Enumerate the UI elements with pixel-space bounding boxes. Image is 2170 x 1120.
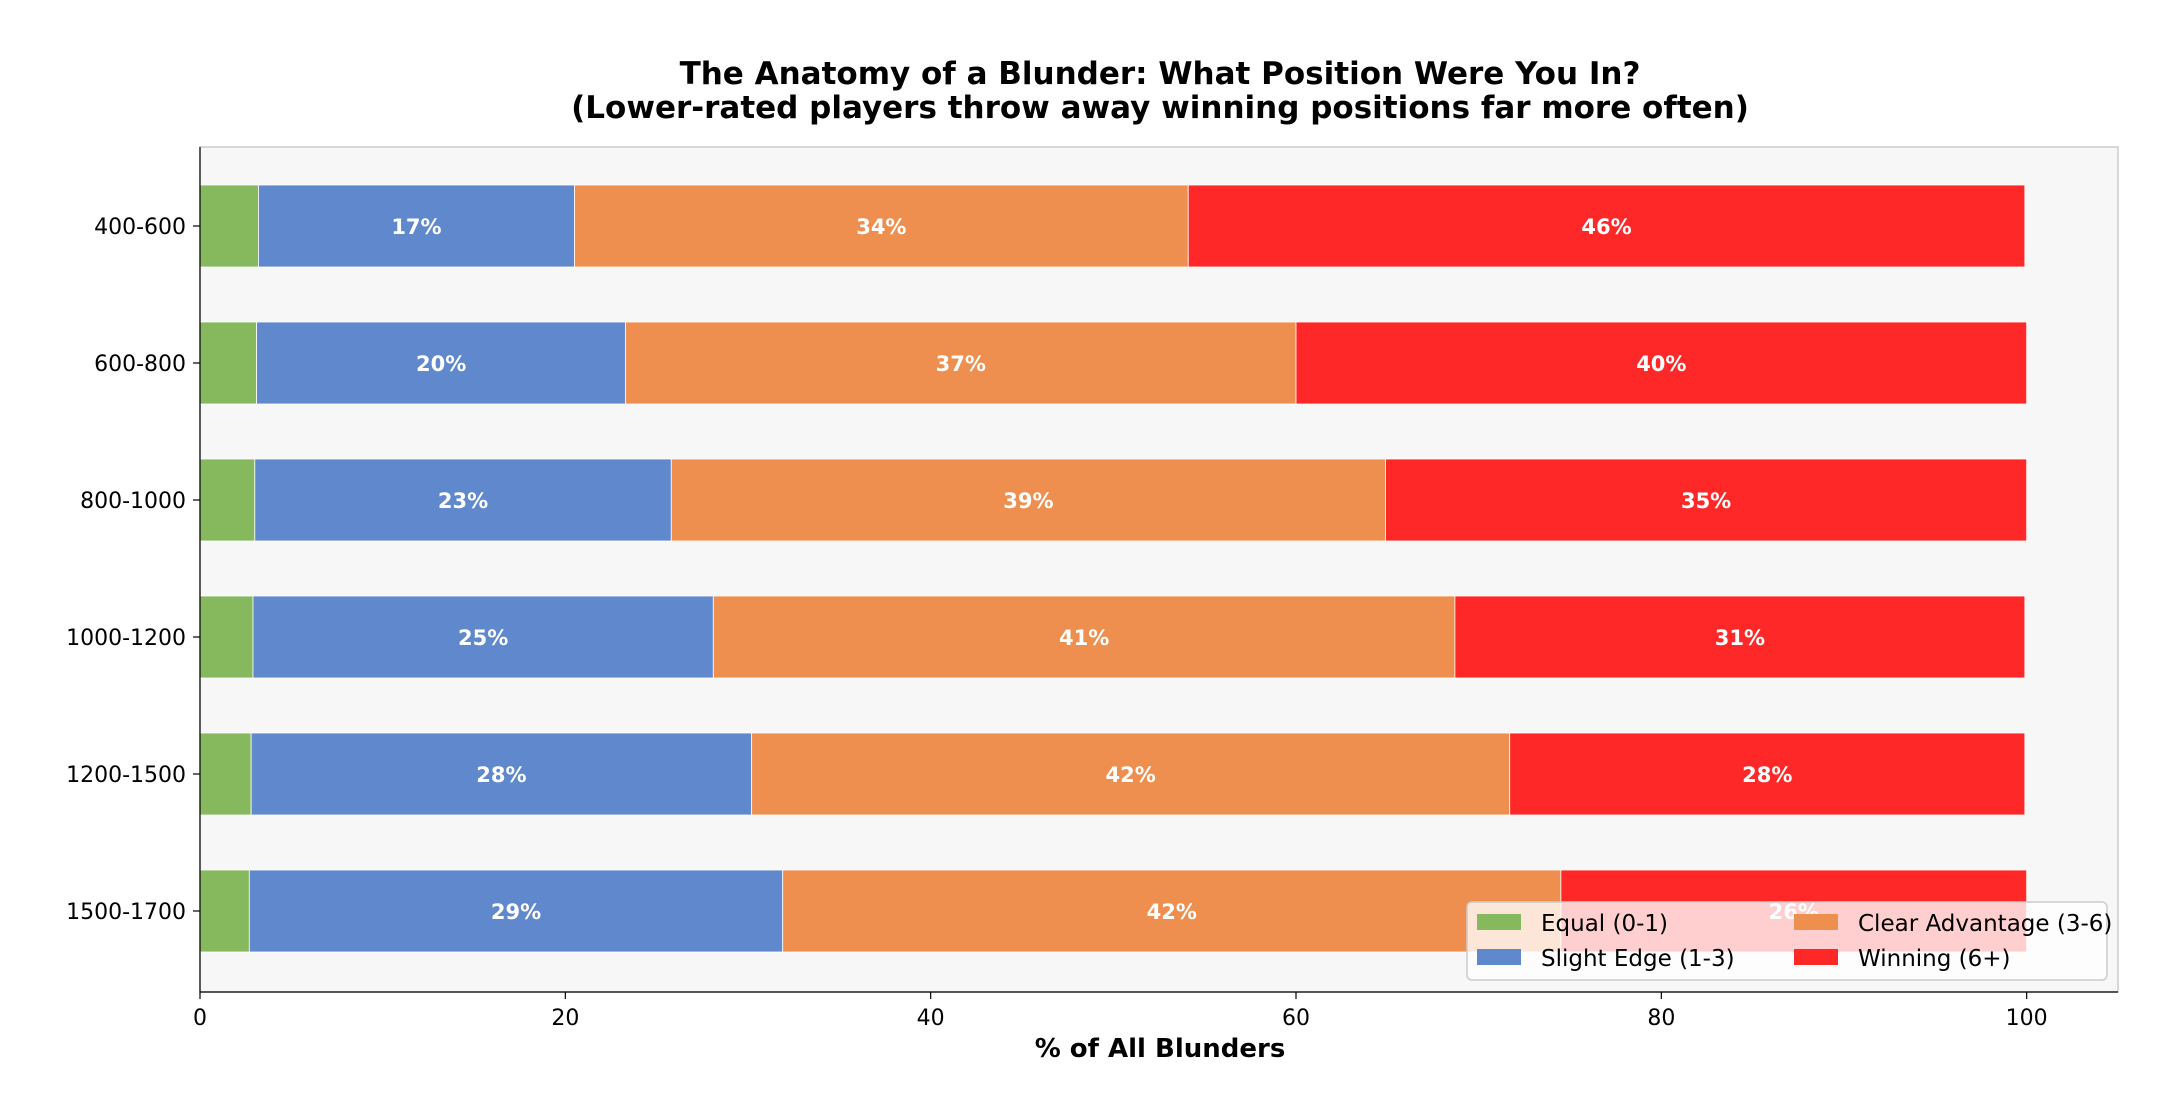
bar-segment bbox=[625, 321, 1297, 405]
bar-segment bbox=[782, 869, 1562, 953]
y-tick-label: 400-600 bbox=[94, 215, 186, 240]
x-tick-label: 80 bbox=[1647, 1006, 1675, 1031]
y-axis: 400-600 600-800 800-1000 1000-1200 1200-1500… bbox=[66, 147, 201, 992]
bar-value-label: 20% bbox=[416, 352, 466, 376]
bar-segment bbox=[254, 458, 672, 542]
bar-segment bbox=[250, 732, 753, 816]
chart-subtitle: (Lower-rated players throw away winning … bbox=[571, 90, 1749, 126]
bar-value-label: 35% bbox=[1681, 489, 1731, 513]
bar-segment bbox=[1454, 595, 2026, 679]
y-tick-label: 1200-1500 bbox=[66, 763, 186, 788]
bar-segment bbox=[199, 321, 258, 405]
legend-swatch bbox=[1794, 949, 1838, 965]
legend-swatch bbox=[1477, 949, 1521, 965]
bar-segment bbox=[670, 458, 1386, 542]
x-tick-label: 40 bbox=[917, 1006, 945, 1031]
bar-value-label: 31% bbox=[1715, 626, 1765, 650]
bar-segment bbox=[199, 595, 254, 679]
bar-segment bbox=[1187, 184, 2026, 268]
legend-entry: Winning (6+) bbox=[1858, 946, 2011, 972]
bar-segment bbox=[574, 184, 1189, 268]
bar-value-label: 42% bbox=[1106, 763, 1156, 787]
legend-entry: Slight Edge (1-3) bbox=[1541, 946, 1735, 972]
bar-segment bbox=[256, 321, 627, 405]
legend-box bbox=[1466, 901, 2108, 981]
bar-segment bbox=[252, 595, 714, 679]
bar-segment bbox=[258, 184, 575, 268]
legend-swatch bbox=[1794, 914, 1838, 930]
bar-segment bbox=[1509, 732, 2026, 816]
bar-value-label: 42% bbox=[1147, 900, 1197, 924]
legend-swatch bbox=[1477, 914, 1521, 930]
chart-title: The Anatomy of a Blunder: What Position … bbox=[680, 56, 1641, 92]
x-tick-label: 0 bbox=[193, 1006, 207, 1031]
bar-value-label: 23% bbox=[438, 489, 488, 513]
bar-segment bbox=[712, 595, 1456, 679]
y-tick-label: 600-800 bbox=[94, 352, 186, 377]
bar-value-label: 25% bbox=[458, 626, 508, 650]
x-axis: 0 20 40 60 80 100 bbox=[193, 991, 2118, 1031]
bar-value-label: 46% bbox=[1581, 215, 1631, 239]
bar-segment bbox=[1295, 321, 2028, 405]
legend-entry: Equal (0-1) bbox=[1541, 911, 1668, 937]
bar-value-label: 40% bbox=[1636, 352, 1686, 376]
bar-segment bbox=[199, 732, 252, 816]
bar-value-label: 28% bbox=[1742, 763, 1792, 787]
bar-segment bbox=[199, 458, 256, 542]
x-axis-label: % of All Blunders bbox=[1035, 1034, 1286, 1064]
x-tick-label: 60 bbox=[1282, 1006, 1310, 1031]
bar-value-label: 17% bbox=[391, 215, 441, 239]
legend: Equal (0-1) Slight Edge (1-3) Clear Advant… bbox=[1466, 901, 2112, 981]
x-tick-label: 100 bbox=[2006, 1006, 2048, 1031]
bar-segment bbox=[199, 869, 250, 953]
y-tick-label: 1000-1200 bbox=[66, 626, 186, 651]
bar-segment bbox=[248, 869, 784, 953]
bar-value-label: 34% bbox=[856, 215, 906, 239]
bar-value-label: 28% bbox=[476, 763, 526, 787]
bar-segment bbox=[751, 732, 1511, 816]
bar-value-label: 37% bbox=[936, 352, 986, 376]
y-tick-label: 800-1000 bbox=[80, 489, 186, 514]
bar-value-label: 41% bbox=[1059, 626, 1109, 650]
bar-value-label: 29% bbox=[491, 900, 541, 924]
plot-area bbox=[199, 146, 2119, 993]
x-tick-label: 20 bbox=[551, 1006, 579, 1031]
bar-segment bbox=[1385, 458, 2028, 542]
y-tick-label: 1500-1700 bbox=[66, 900, 186, 925]
legend-entry: Clear Advantage (3-6) bbox=[1858, 911, 2112, 937]
bar-segment bbox=[199, 184, 259, 268]
bar-layer: 17% 34% 46% 20% 37% 40% 23% 39% 35% 25% 41% 31% 28% 4… bbox=[199, 184, 2028, 953]
bar-value-label: 39% bbox=[1003, 489, 1053, 513]
